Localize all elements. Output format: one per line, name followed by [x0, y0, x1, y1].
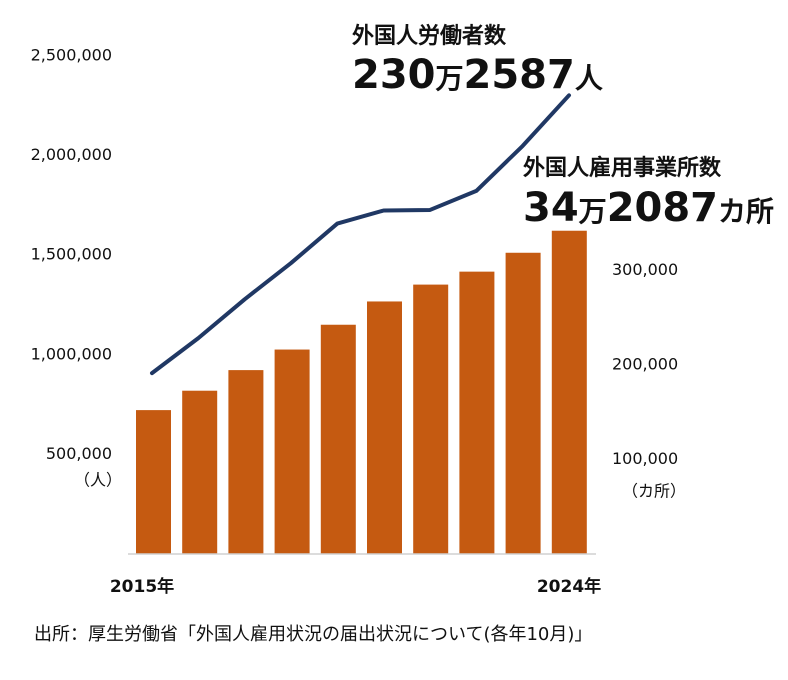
employer-annotation-value: 34万2087カ所 [523, 185, 774, 231]
left-tick-label-2: 1,000,000 [31, 344, 112, 363]
bar-employers-3 [228, 370, 263, 554]
right-tick-label-3: 300,000 [612, 260, 678, 279]
bar-employers-5 [321, 325, 356, 554]
bar-employers-2 [182, 391, 217, 554]
worker-value-number-1: 230 [352, 52, 436, 98]
left-tick-label-5: 2,500,000 [31, 46, 112, 65]
employer-value-unit-2: カ所 [718, 195, 774, 228]
bar-employers-8 [459, 272, 494, 554]
left-tick-label-4: 2,000,000 [31, 145, 112, 164]
worker-value-unit-2: 人 [575, 62, 603, 95]
worker-annotation-value: 230万2587人 [352, 52, 603, 98]
worker-value-unit-1: 万 [436, 62, 464, 95]
bar-employers-9 [506, 253, 541, 554]
bar-employers-1 [136, 410, 171, 554]
x-label-end: 2024年 [537, 576, 601, 597]
employer-value-number-1: 34 [523, 185, 579, 231]
x-label-start: 2015年 [110, 576, 174, 597]
right-tick-label-2: 200,000 [612, 355, 678, 374]
bar-employers-10 [552, 231, 587, 554]
employer-value-unit-1: 万 [579, 195, 607, 228]
left-axis-unit: （人） [74, 471, 122, 490]
right-axis-unit: （カ所） [622, 482, 686, 501]
bar-employers-4 [275, 350, 310, 554]
bar-employers-7 [413, 285, 448, 554]
worker-value-number-2: 2587 [464, 52, 575, 98]
right-tick-label-1: 100,000 [612, 449, 678, 468]
employer-value-number-2: 2087 [607, 185, 718, 231]
left-tick-label-1: 500,000 [46, 444, 112, 463]
source-note: 出所：厚生労働省「外国人雇用状況の届出状況について(各年10月)」 [34, 620, 592, 646]
worker-annotation-title: 外国人労働者数 [352, 23, 507, 49]
bar-employers-6 [367, 301, 402, 554]
left-tick-label-3: 1,500,000 [31, 245, 112, 264]
employer-annotation-title: 外国人雇用事業所数 [523, 155, 722, 181]
